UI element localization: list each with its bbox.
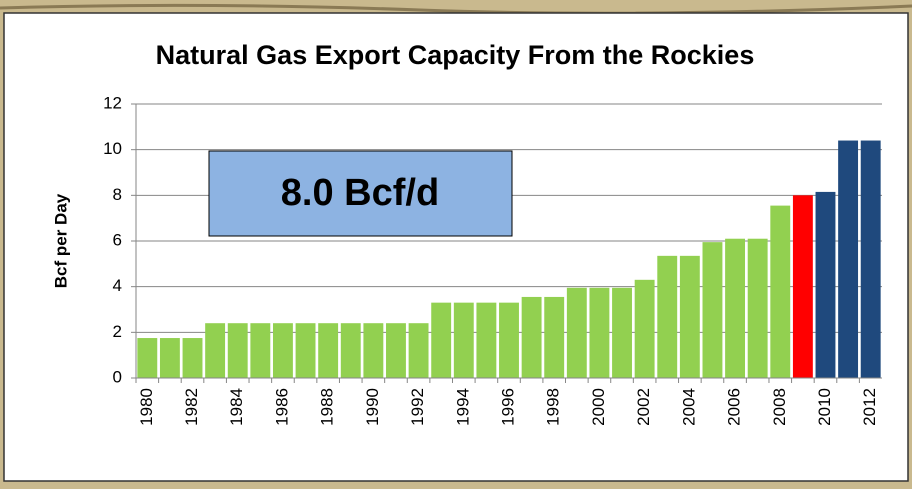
bar: [816, 192, 836, 378]
bar: [137, 338, 157, 378]
bar: [431, 303, 451, 378]
x-tick-label: 2008: [770, 388, 789, 426]
bar: [409, 323, 429, 378]
y-tick-label: 12: [103, 93, 122, 112]
bar: [589, 288, 609, 378]
bar: [296, 323, 316, 378]
x-tick-label: 1984: [227, 388, 246, 426]
y-tick-label: 6: [113, 230, 122, 249]
x-tick-label: 2012: [860, 388, 879, 426]
bar: [499, 303, 519, 378]
x-tick-label: 1992: [408, 388, 427, 426]
x-tick-label: 2010: [815, 388, 834, 426]
page: {"chart_data": {"type": "bar", "title": …: [0, 0, 912, 484]
bar: [793, 195, 813, 378]
bar: [567, 288, 587, 378]
bar: [748, 239, 768, 378]
bar: [318, 323, 338, 378]
bar: [725, 239, 745, 378]
bar: [386, 323, 406, 378]
bar: [635, 280, 655, 378]
x-tick-label: 1986: [272, 388, 291, 426]
y-tick-label: 10: [103, 139, 122, 158]
bar: [770, 206, 790, 378]
bar: [160, 338, 180, 378]
bar: [183, 338, 203, 378]
bar: [476, 303, 496, 378]
y-tick-label: 8: [113, 185, 122, 204]
x-tick-label: 1980: [137, 388, 156, 426]
bar: [861, 141, 881, 378]
bar: [250, 323, 270, 378]
bar: [228, 323, 248, 378]
y-tick-label: 2: [113, 322, 122, 341]
annotation: 8.0 Bcf/d: [281, 172, 439, 214]
x-tick-label: 2002: [634, 388, 653, 426]
chart: Natural Gas Export Capacity From the Roc…: [0, 0, 912, 484]
bar: [838, 141, 858, 378]
y-axis-label: Bcf per Day: [51, 193, 70, 288]
bar: [454, 303, 474, 378]
bar: [703, 242, 723, 378]
chart-title: Natural Gas Export Capacity From the Roc…: [156, 40, 755, 70]
bar: [657, 256, 677, 378]
x-tick-label: 1998: [544, 388, 563, 426]
bar: [522, 297, 542, 378]
bar: [612, 288, 632, 378]
y-tick-label: 4: [113, 276, 122, 295]
x-tick-label: 2000: [589, 388, 608, 426]
x-tick-label: 2006: [725, 388, 744, 426]
bar: [205, 323, 225, 378]
x-tick-label: 1996: [498, 388, 517, 426]
y-tick-label: 0: [113, 367, 122, 386]
bar: [680, 256, 700, 378]
x-tick-label: 1990: [363, 388, 382, 426]
bar: [341, 323, 361, 378]
bar: [363, 323, 383, 378]
bar: [544, 297, 564, 378]
x-tick-label: 2004: [679, 388, 698, 426]
x-tick-label: 1988: [318, 388, 337, 426]
x-tick-label: 1994: [453, 388, 472, 426]
bar: [273, 323, 293, 378]
x-tick-label: 1982: [182, 388, 201, 426]
